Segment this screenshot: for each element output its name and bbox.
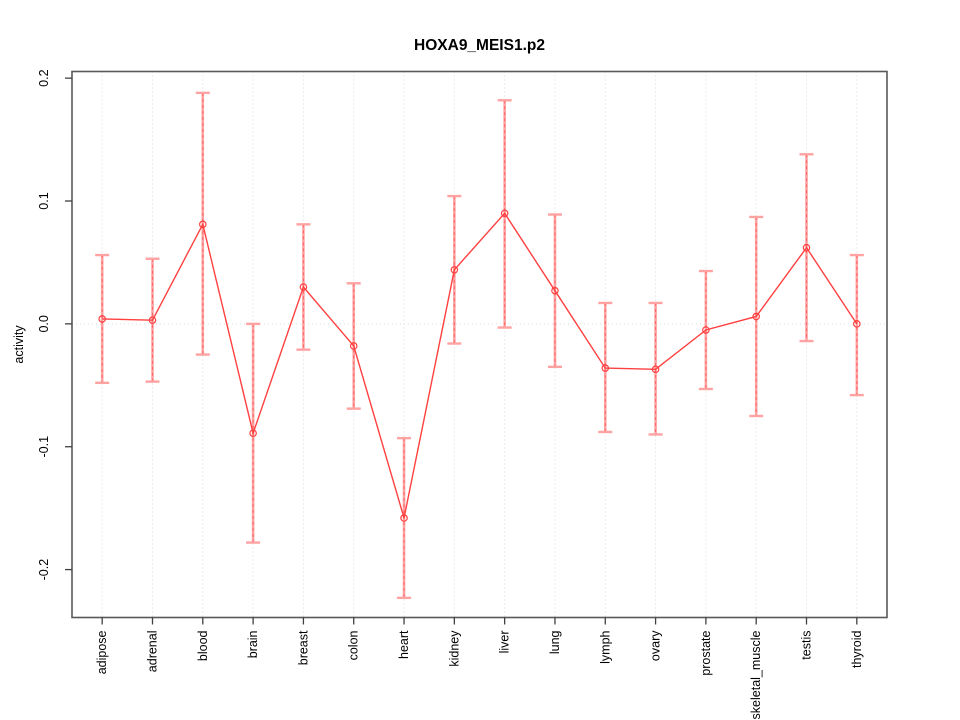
axis-ticks-layer: [65, 77, 858, 625]
plot-box: [71, 70, 888, 619]
x-tick-label: adipose: [95, 630, 109, 674]
y-tick-label: 0.2: [37, 69, 51, 86]
data-point: [249, 429, 257, 438]
x-tick-label: adrenal: [145, 631, 159, 673]
data-point: [148, 316, 157, 324]
grid-layer: [72, 71, 887, 618]
data-point: [651, 365, 660, 374]
data-point: [450, 265, 459, 274]
data-points-layer: [98, 209, 861, 522]
y-axis-label: activity: [12, 325, 26, 364]
data-point: [752, 312, 760, 321]
data-point: [702, 326, 710, 334]
data-point: [853, 320, 861, 328]
x-tick-label: lung: [548, 630, 562, 654]
x-tick-label: thyroid: [850, 630, 864, 668]
data-point: [199, 220, 207, 229]
y-tick-label: 0.1: [37, 192, 51, 209]
data-point: [601, 364, 610, 372]
x-tick-label: brain: [246, 630, 260, 658]
x-tick-label: lymph: [598, 630, 612, 663]
data-point: [400, 514, 408, 522]
data-point: [349, 342, 358, 350]
x-tick-label: colon: [347, 630, 361, 660]
data-point: [551, 286, 559, 295]
axis-labels-layer: -0.2 -0.1 0.0 0.1 0.2 adipose adrenal blood brai…: [37, 69, 864, 719]
data-point: [802, 243, 811, 252]
x-tick-label: prostate: [699, 630, 713, 675]
series-line-layer: [102, 212, 858, 519]
series-line: [102, 212, 858, 519]
x-tick-label: breast: [296, 630, 310, 665]
y-tick-label: -0.2: [37, 559, 51, 581]
x-tick-label: blood: [196, 630, 210, 661]
data-point: [299, 283, 308, 291]
x-tick-label: kidney: [447, 630, 461, 667]
y-tick-label: -0.1: [37, 436, 51, 458]
error-bars-layer: [95, 91, 864, 600]
data-point: [98, 315, 106, 323]
chart-title: HOXA9_MEIS1.p2: [414, 37, 545, 54]
y-tick-label: 0.0: [37, 315, 51, 332]
data-point: [500, 209, 509, 218]
x-tick-label: heart: [397, 630, 411, 659]
x-tick-label: liver: [498, 631, 512, 654]
x-tick-label: ovary: [649, 630, 663, 661]
x-tick-label: skeletal_muscle: [749, 630, 763, 719]
plot-frame-layer: [71, 70, 888, 619]
x-tick-label: testis: [800, 631, 814, 660]
